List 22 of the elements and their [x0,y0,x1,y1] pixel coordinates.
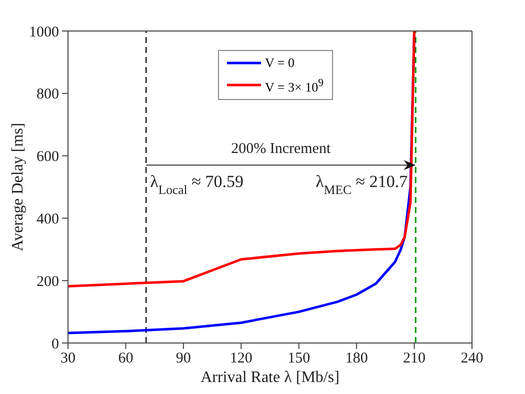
x-tick-label: 120 [230,350,252,367]
x-axis-title: Arrival Rate λ [Mb/s] [200,369,340,386]
x-tick-label: 90 [176,350,191,367]
x-tick-label: 210 [403,350,426,367]
ref-line-label: λ$_{MEC}$ ≈ 210.7 [316,172,408,197]
annotation: 200% Increment [231,141,332,158]
x-tick-label: 30 [60,350,76,367]
y-tick-label: 400 [36,212,59,228]
y-tick-label: 600 [36,149,59,166]
x-tick-label: 150 [288,350,310,367]
x-tick-label: 60 [118,350,134,367]
y-tick-label: 200 [36,274,59,290]
x-tick-label: 240 [460,350,484,367]
y-axis-title: Average Delay [ms] [9,122,26,252]
ref-line-label: λ$_{Local}$ ≈ 70.59 [150,172,244,197]
legend-label: V = 3× 10$^{9}$ [265,76,324,96]
y-tick-label: 800 [36,86,59,103]
x-tick-label: 180 [345,350,368,367]
y-tick-label: 1000 [29,24,59,40]
y-tick-label: 0 [52,336,59,352]
legend-label: V = 0 [265,54,294,72]
line-series [68,31,416,288]
